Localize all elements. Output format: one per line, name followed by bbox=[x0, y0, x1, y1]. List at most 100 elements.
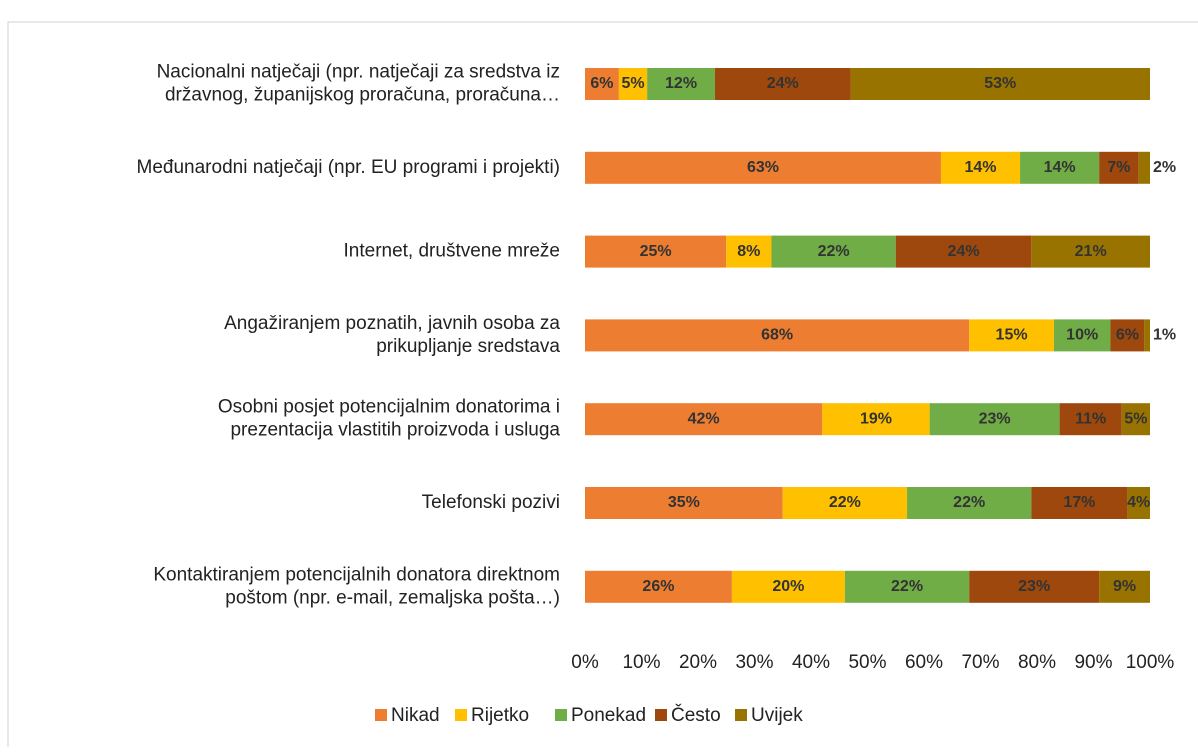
data-label: 5% bbox=[1124, 410, 1147, 427]
data-label: 22% bbox=[953, 494, 985, 511]
bar-segment bbox=[822, 403, 930, 436]
x-tick-label: 70% bbox=[961, 652, 999, 673]
data-label: 4% bbox=[1127, 494, 1150, 511]
data-label: 53% bbox=[984, 75, 1016, 92]
data-label: 9% bbox=[1113, 578, 1136, 595]
bar-segment bbox=[907, 487, 1032, 519]
bar-segment bbox=[1031, 487, 1128, 519]
data-label: 63% bbox=[747, 159, 779, 176]
data-label: 5% bbox=[621, 75, 644, 92]
data-label: 20% bbox=[772, 578, 804, 595]
bar-segment bbox=[1127, 487, 1150, 519]
bar-segment bbox=[585, 487, 783, 519]
bar-segment bbox=[1121, 403, 1150, 436]
legend-swatch bbox=[655, 709, 667, 721]
data-label: 23% bbox=[1018, 578, 1050, 595]
category-label: Međunarodni natječaji (npr. EU programi … bbox=[137, 157, 560, 178]
data-label: 7% bbox=[1107, 159, 1130, 176]
legend-label: Ponekad bbox=[571, 705, 646, 726]
bar-segment bbox=[1059, 403, 1122, 436]
x-tick-label: 0% bbox=[571, 652, 599, 673]
data-label: 14% bbox=[1044, 159, 1076, 176]
data-label: 12% bbox=[665, 75, 697, 92]
bar-segment bbox=[1099, 570, 1150, 603]
data-label: 15% bbox=[996, 327, 1028, 344]
x-tick-label: 80% bbox=[1018, 652, 1056, 673]
bar-segment bbox=[585, 235, 727, 268]
category-label: Osobni posjet potencijalnim donatorima i… bbox=[218, 397, 561, 441]
bar-segment bbox=[585, 151, 941, 184]
data-label: 35% bbox=[668, 494, 700, 511]
bar-segment bbox=[1099, 151, 1139, 184]
bar-segment bbox=[1020, 151, 1100, 184]
legend-label: Uvijek bbox=[751, 705, 803, 726]
data-label: 22% bbox=[829, 494, 861, 511]
bar-segment bbox=[969, 319, 1054, 352]
data-label: 21% bbox=[1075, 243, 1107, 260]
bar-segment bbox=[731, 570, 845, 603]
category-label: Kontaktiranjem potencijalnih donatora di… bbox=[153, 564, 560, 608]
data-label: 26% bbox=[642, 578, 674, 595]
x-tick-label: 90% bbox=[1074, 652, 1112, 673]
category-label: Nacionalni natječaji (npr. natječaji za … bbox=[157, 62, 560, 106]
bar-segment bbox=[1031, 235, 1150, 268]
data-label: 8% bbox=[737, 243, 760, 260]
category-label: Angažiranjem poznatih, javnih osoba za pr… bbox=[224, 313, 560, 357]
x-tick-label: 100% bbox=[1126, 652, 1175, 673]
bar-segment bbox=[1138, 151, 1150, 184]
data-label: 17% bbox=[1063, 494, 1095, 511]
legend-swatch bbox=[735, 709, 747, 721]
data-label: 25% bbox=[640, 243, 672, 260]
bar-segment bbox=[585, 319, 970, 352]
bar-segment bbox=[969, 570, 1100, 603]
data-label: 22% bbox=[818, 243, 850, 260]
bar-segment bbox=[585, 68, 619, 100]
legend-swatch bbox=[455, 709, 467, 721]
bar-segment bbox=[895, 235, 1032, 268]
bar-segment bbox=[1053, 319, 1111, 352]
x-tick-label: 50% bbox=[848, 652, 886, 673]
data-label: 6% bbox=[1116, 327, 1139, 344]
x-tick-label: 10% bbox=[622, 652, 660, 673]
bar-segment bbox=[1110, 319, 1145, 352]
bar-segment bbox=[782, 487, 908, 519]
category-label: Telefonski pozivi bbox=[422, 492, 560, 513]
bar-segment bbox=[844, 570, 970, 603]
bar-segment bbox=[714, 68, 851, 100]
bar-segment bbox=[850, 68, 1150, 100]
data-label: 19% bbox=[860, 410, 892, 427]
legend-label: Rijetko bbox=[471, 705, 529, 726]
data-label: 11% bbox=[1075, 410, 1106, 427]
data-label: 10% bbox=[1066, 327, 1098, 344]
x-tick-label: 30% bbox=[735, 652, 773, 673]
data-label: 22% bbox=[891, 578, 923, 595]
bar-segment bbox=[940, 151, 1021, 184]
legend-swatch bbox=[375, 709, 387, 721]
bar-segment bbox=[929, 403, 1060, 436]
data-label: 1% bbox=[1153, 327, 1176, 344]
data-label: 42% bbox=[688, 410, 720, 427]
data-label: 6% bbox=[590, 75, 613, 92]
x-tick-label: 40% bbox=[792, 652, 830, 673]
data-label: 23% bbox=[979, 410, 1011, 427]
legend-label: Često bbox=[671, 704, 721, 726]
data-label: 24% bbox=[948, 243, 980, 260]
data-label: 14% bbox=[964, 159, 996, 176]
bar-segment bbox=[647, 68, 715, 100]
bar-segment bbox=[771, 235, 896, 268]
bar-segment bbox=[585, 570, 732, 603]
legend-swatch bbox=[555, 709, 567, 721]
data-label: 68% bbox=[761, 327, 793, 344]
legend-label: Nikad bbox=[391, 705, 440, 726]
bar-segment bbox=[1144, 319, 1150, 352]
bar-segment bbox=[726, 235, 772, 268]
data-label: 24% bbox=[767, 75, 799, 92]
bar-segment bbox=[618, 68, 648, 100]
chart-border bbox=[7, 21, 1198, 752]
x-tick-label: 20% bbox=[679, 652, 717, 673]
bar-segment bbox=[585, 403, 823, 436]
x-tick-label: 60% bbox=[905, 652, 943, 673]
category-label: Internet, društvene mreže bbox=[344, 241, 561, 262]
